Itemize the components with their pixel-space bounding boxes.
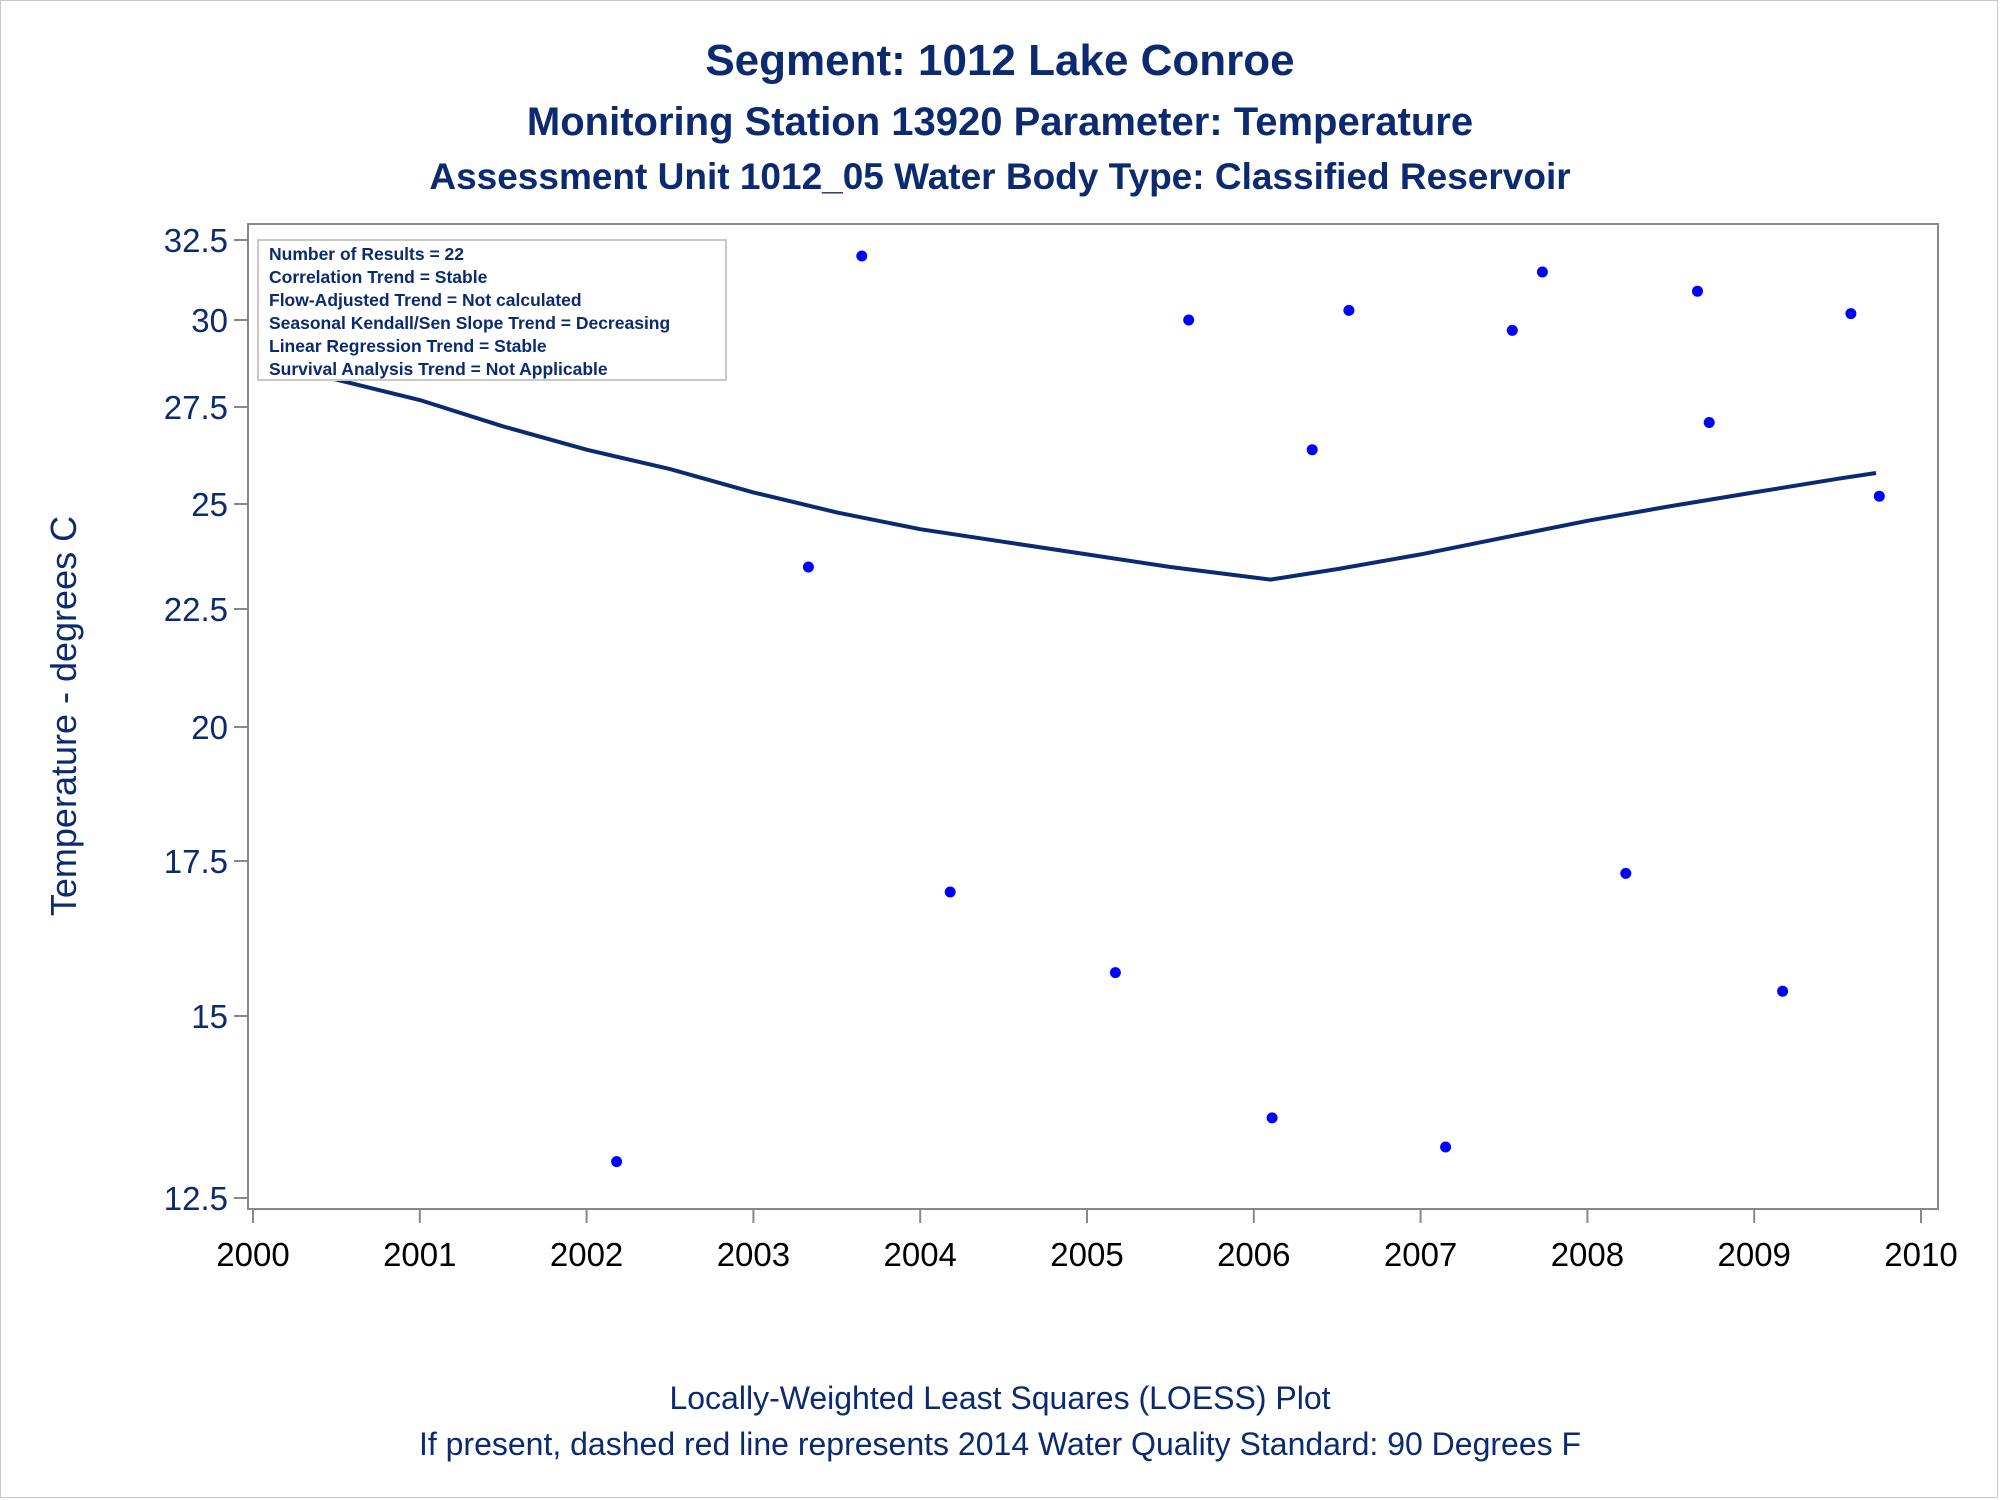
data-point (1620, 867, 1632, 879)
y-tick-label: 25 (191, 486, 228, 523)
x-tick-label: 2008 (1551, 1236, 1624, 1273)
footnote-2: If present, dashed red line represents 2… (418, 1426, 1582, 1462)
data-point (1873, 490, 1885, 502)
data-point (1777, 985, 1789, 997)
x-tick-label: 2007 (1384, 1236, 1457, 1273)
x-tick-label: 2006 (1217, 1236, 1290, 1273)
footnote-1: Locally-Weighted Least Squares (LOESS) P… (669, 1380, 1331, 1416)
y-tick-label: 20 (191, 709, 228, 746)
x-tick-label: 2003 (717, 1236, 790, 1273)
x-tick-label: 2010 (1884, 1236, 1957, 1273)
data-point (1343, 304, 1355, 316)
y-tick-label: 27.5 (164, 389, 228, 426)
data-point (1306, 444, 1318, 456)
chart-subtitle-2: Assessment Unit 1012_05 Water Body Type:… (429, 156, 1571, 197)
stats-line: Flow-Adjusted Trend = Not calculated (269, 290, 582, 310)
y-tick-label: 22.5 (164, 591, 228, 628)
data-point (1703, 417, 1715, 428)
stats-line: Survival Analysis Trend = Not Applicable (269, 359, 608, 379)
y-tick-label: 30 (191, 302, 228, 339)
stats-line: Correlation Trend = Stable (269, 267, 488, 287)
x-tick-label: 2002 (550, 1236, 623, 1273)
stats-box-border (257, 239, 727, 381)
data-point (944, 886, 956, 898)
y-tick-label: 32.5 (164, 222, 228, 259)
x-tick-label: 2000 (216, 1236, 289, 1273)
x-tick-label: 2004 (883, 1236, 956, 1273)
stats-box: Number of Results = 22 Correlation Trend … (257, 239, 727, 381)
data-point (611, 1156, 623, 1168)
plot-area (247, 223, 1939, 1210)
data-point (1183, 314, 1195, 326)
data-point (802, 561, 814, 573)
y-tick-label: 12.5 (164, 1180, 228, 1217)
stats-line: Seasonal Kendall/Sen Slope Trend = Decre… (269, 313, 670, 333)
stats-line: Linear Regression Trend = Stable (269, 336, 547, 356)
data-point (1109, 967, 1121, 979)
data-point (1692, 285, 1703, 297)
loess-line (334, 377, 1877, 582)
data-point (1440, 1141, 1452, 1153)
data-point (856, 250, 868, 262)
y-axis: 12.5 15 17.5 20 22.5 25 27.5 30 32.5 (164, 222, 248, 1217)
data-point (1506, 324, 1518, 336)
data-point (1266, 1112, 1278, 1124)
data-point (1845, 308, 1857, 320)
y-axis-label: Temperature - degrees C (43, 516, 84, 916)
x-tick-label: 2009 (1717, 1236, 1790, 1273)
data-points (329, 250, 1885, 1168)
y-tick-label: 15 (191, 998, 228, 1035)
data-point (1536, 266, 1548, 278)
chart-title: Segment: 1012 Lake Conroe (705, 36, 1295, 85)
chart-subtitle: Monitoring Station 13920 Parameter: Temp… (526, 100, 1474, 144)
x-tick-label: 2005 (1050, 1236, 1123, 1273)
stats-line: Number of Results = 22 (269, 244, 464, 264)
x-tick-label: 2001 (383, 1236, 456, 1273)
x-axis: 2000 2001 2002 2003 2004 2005 2006 2007 2008 2009… (216, 1209, 1958, 1273)
y-tick-label: 17.5 (164, 843, 228, 880)
